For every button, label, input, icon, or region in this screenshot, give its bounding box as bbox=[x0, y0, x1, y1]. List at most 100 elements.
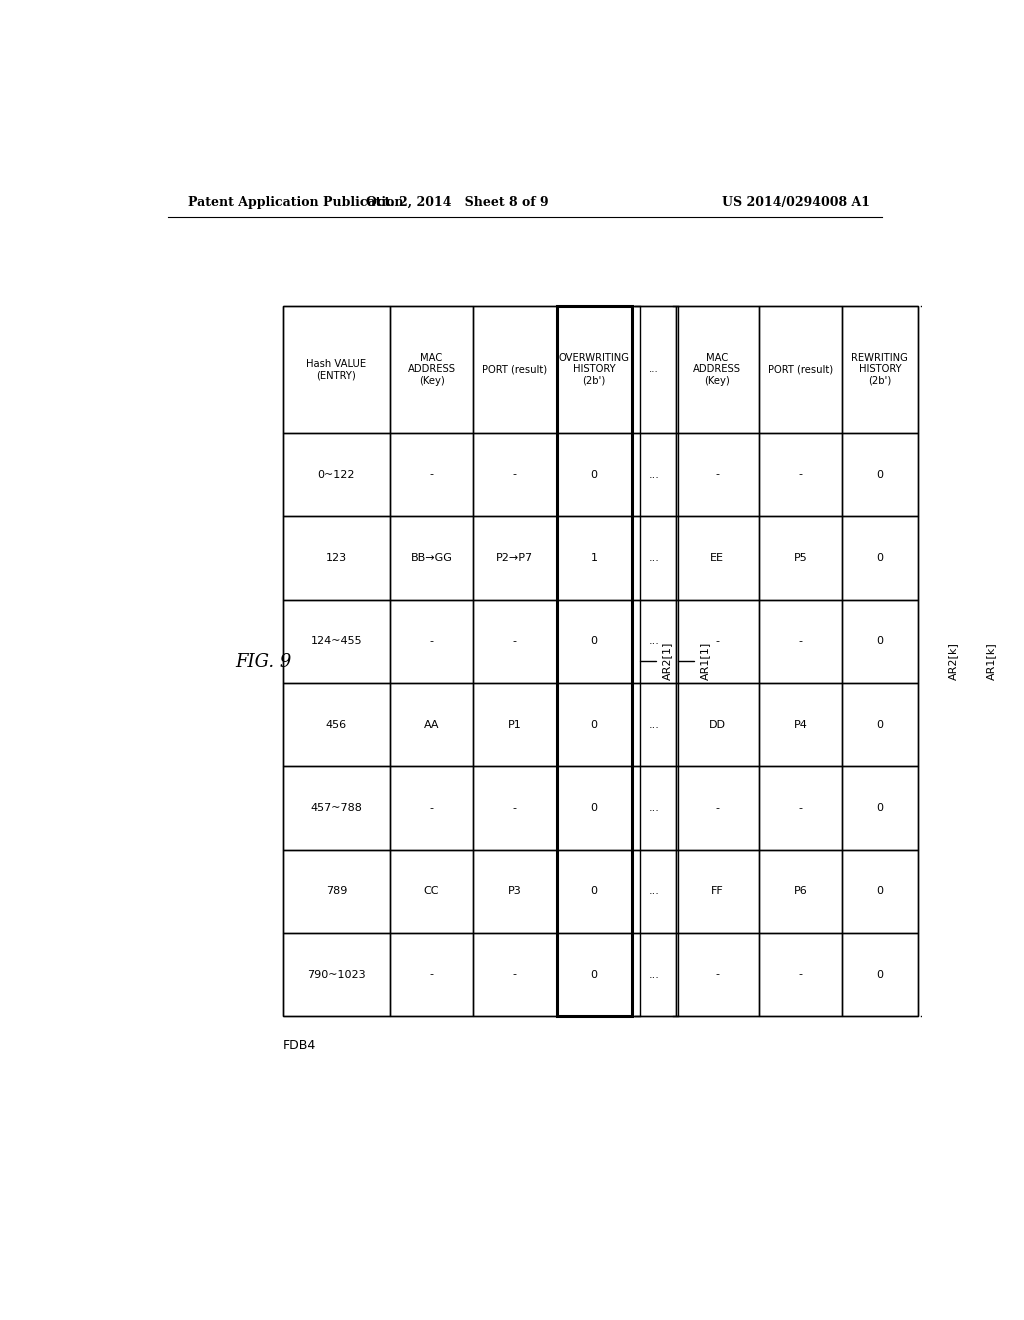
Bar bbox=[390, 850, 473, 933]
Text: -: - bbox=[715, 970, 719, 979]
Bar bbox=[676, 766, 759, 850]
Text: REWRITING
HISTORY
(2b'): REWRITING HISTORY (2b') bbox=[852, 352, 908, 385]
Text: -: - bbox=[513, 970, 517, 979]
Bar bbox=[390, 433, 473, 516]
Text: P2→P7: P2→P7 bbox=[497, 553, 534, 562]
Bar bbox=[283, 933, 390, 1016]
Bar bbox=[759, 933, 842, 1016]
Bar bbox=[390, 516, 473, 599]
Bar bbox=[842, 933, 918, 1016]
Text: FF: FF bbox=[711, 886, 724, 896]
Bar bbox=[676, 516, 759, 599]
Text: AR2[k]: AR2[k] bbox=[948, 642, 957, 680]
Bar bbox=[759, 766, 842, 850]
Text: US 2014/0294008 A1: US 2014/0294008 A1 bbox=[722, 195, 870, 209]
Text: ...: ... bbox=[648, 970, 659, 979]
Bar bbox=[842, 682, 918, 766]
Bar bbox=[557, 933, 632, 1016]
Bar bbox=[632, 682, 676, 766]
Bar bbox=[390, 682, 473, 766]
Bar bbox=[283, 516, 390, 599]
Text: -: - bbox=[513, 470, 517, 479]
Text: 0: 0 bbox=[877, 719, 884, 730]
Bar bbox=[283, 306, 390, 433]
Text: BB→GG: BB→GG bbox=[411, 553, 453, 562]
Text: 0: 0 bbox=[877, 470, 884, 479]
Bar bbox=[390, 599, 473, 682]
Text: 790~1023: 790~1023 bbox=[307, 970, 366, 979]
Bar bbox=[842, 516, 918, 599]
Text: -: - bbox=[429, 803, 433, 813]
Bar bbox=[676, 433, 759, 516]
Text: OVERWRITING
HISTORY
(2b'): OVERWRITING HISTORY (2b') bbox=[559, 352, 630, 385]
Bar bbox=[473, 933, 557, 1016]
Bar bbox=[557, 850, 632, 933]
Text: -: - bbox=[513, 803, 517, 813]
Bar bbox=[759, 599, 842, 682]
Text: -: - bbox=[429, 636, 433, 647]
Bar bbox=[676, 682, 759, 766]
Bar bbox=[283, 766, 390, 850]
Bar bbox=[842, 766, 918, 850]
Text: -: - bbox=[429, 970, 433, 979]
Text: 0: 0 bbox=[877, 636, 884, 647]
Text: 0: 0 bbox=[591, 803, 598, 813]
Bar bbox=[283, 433, 390, 516]
Bar bbox=[632, 599, 676, 682]
Bar bbox=[473, 766, 557, 850]
Text: 0: 0 bbox=[591, 636, 598, 647]
Text: 123: 123 bbox=[326, 553, 347, 562]
Text: ...: ... bbox=[648, 719, 659, 730]
Bar bbox=[390, 766, 473, 850]
Text: FDB4: FDB4 bbox=[283, 1039, 316, 1052]
Text: AR1[1]: AR1[1] bbox=[700, 642, 711, 680]
Bar bbox=[557, 516, 632, 599]
Text: 0: 0 bbox=[591, 970, 598, 979]
Bar bbox=[842, 306, 918, 433]
Bar bbox=[390, 306, 473, 433]
Text: PORT (result): PORT (result) bbox=[482, 364, 548, 375]
Text: -: - bbox=[799, 970, 803, 979]
Text: -: - bbox=[715, 636, 719, 647]
Text: 0: 0 bbox=[877, 970, 884, 979]
Text: Oct. 2, 2014   Sheet 8 of 9: Oct. 2, 2014 Sheet 8 of 9 bbox=[366, 195, 549, 209]
Text: ...: ... bbox=[648, 553, 659, 562]
Bar bbox=[759, 516, 842, 599]
Text: 1: 1 bbox=[591, 553, 598, 562]
Bar bbox=[676, 306, 759, 433]
Text: CC: CC bbox=[424, 886, 439, 896]
Text: ...: ... bbox=[649, 364, 658, 375]
Bar bbox=[473, 599, 557, 682]
Text: 456: 456 bbox=[326, 719, 347, 730]
Bar bbox=[676, 933, 759, 1016]
Text: 0: 0 bbox=[591, 470, 598, 479]
Text: Hash VALUE
(ENTRY): Hash VALUE (ENTRY) bbox=[306, 359, 367, 380]
Text: ...: ... bbox=[648, 803, 659, 813]
Text: EE: EE bbox=[711, 553, 724, 562]
Text: 789: 789 bbox=[326, 886, 347, 896]
Text: 0: 0 bbox=[591, 886, 598, 896]
Text: 0: 0 bbox=[877, 553, 884, 562]
Text: FIG. 9: FIG. 9 bbox=[236, 652, 292, 671]
Bar bbox=[759, 682, 842, 766]
Bar bbox=[676, 599, 759, 682]
Text: -: - bbox=[715, 803, 719, 813]
Bar bbox=[759, 433, 842, 516]
Bar bbox=[632, 766, 676, 850]
Text: -: - bbox=[799, 470, 803, 479]
Text: 0: 0 bbox=[877, 886, 884, 896]
Bar bbox=[632, 306, 676, 433]
Text: ...: ... bbox=[648, 636, 659, 647]
Text: 0: 0 bbox=[877, 803, 884, 813]
Text: -: - bbox=[429, 470, 433, 479]
Text: -: - bbox=[513, 636, 517, 647]
Bar bbox=[283, 306, 918, 1016]
Text: MAC
ADDRESS
(Key): MAC ADDRESS (Key) bbox=[408, 352, 456, 385]
Bar bbox=[759, 850, 842, 933]
Bar bbox=[557, 306, 632, 1016]
Text: AR2[1]: AR2[1] bbox=[663, 642, 672, 680]
Text: P3: P3 bbox=[508, 886, 522, 896]
Text: AR1[k]: AR1[k] bbox=[986, 642, 996, 680]
Text: P6: P6 bbox=[794, 886, 808, 896]
Bar bbox=[473, 850, 557, 933]
